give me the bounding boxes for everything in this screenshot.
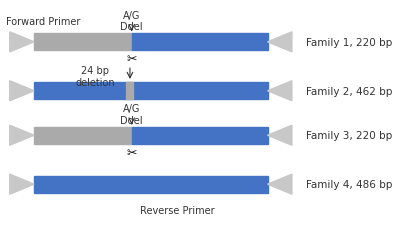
Text: A/G
DdeI: A/G DdeI	[120, 104, 143, 125]
Text: Reverse Primer: Reverse Primer	[140, 205, 214, 215]
Text: 24 bp
deletion: 24 bp deletion	[75, 66, 115, 87]
Bar	[34, 83, 268, 100]
Polygon shape	[268, 126, 292, 146]
Polygon shape	[268, 174, 292, 194]
Bar	[132, 34, 268, 51]
Polygon shape	[10, 174, 34, 194]
Polygon shape	[10, 81, 34, 101]
Polygon shape	[10, 126, 34, 146]
Bar	[132, 127, 268, 144]
Bar	[34, 34, 132, 51]
Bar	[126, 83, 134, 100]
Text: ✂: ✂	[126, 146, 137, 159]
Text: A/G
DdeI: A/G DdeI	[120, 10, 143, 32]
Text: Forward Primer: Forward Primer	[6, 17, 81, 27]
Bar	[34, 176, 268, 193]
Text: Family 3, 220 bp: Family 3, 220 bp	[306, 131, 392, 141]
Bar	[34, 127, 132, 144]
Polygon shape	[10, 33, 34, 53]
Polygon shape	[268, 81, 292, 101]
Text: Family 2, 462 bp: Family 2, 462 bp	[306, 86, 392, 96]
Polygon shape	[268, 33, 292, 53]
Text: ✂: ✂	[126, 53, 137, 66]
Text: Family 1, 220 bp: Family 1, 220 bp	[306, 38, 392, 48]
Text: Family 4, 486 bp: Family 4, 486 bp	[306, 179, 392, 189]
